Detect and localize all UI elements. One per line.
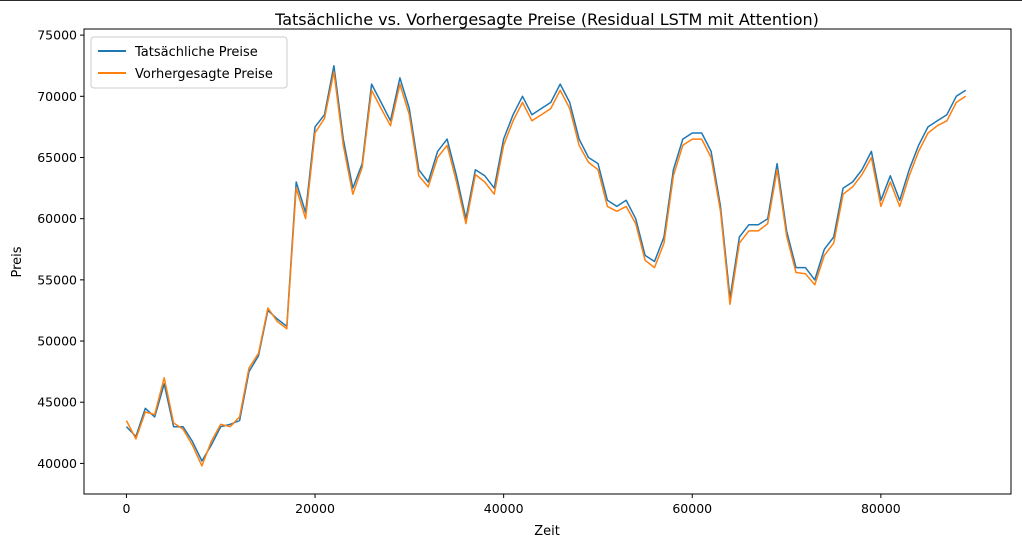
legend-box (90, 36, 288, 89)
y-tick-label: 50000 (37, 334, 77, 349)
y-tick-label: 45000 (37, 395, 77, 410)
x-axis-ticks: 0 20000 40000 60000 80000 (122, 494, 901, 516)
y-tick-label: 60000 (37, 211, 77, 226)
y-tick-label: 55000 (37, 272, 77, 287)
y-axis-ticks: 40000 45000 50000 55000 60000 65000 70000 75000 (37, 28, 84, 471)
x-tick-label: 40000 (484, 501, 524, 516)
x-tick-label: 80000 (861, 501, 901, 516)
legend: Tatsächliche Preise Vorhergesagte Preise (90, 36, 288, 89)
legend-label-predicted: Vorhergesagte Preise (135, 67, 273, 82)
top-border-rule (0, 0, 1022, 1)
x-tick-label: 20000 (295, 501, 335, 516)
legend-label-actual: Tatsächliche Preise (134, 45, 258, 60)
x-tick-label: 0 (122, 501, 130, 516)
plot-frame (83, 28, 1012, 495)
y-tick-label: 40000 (37, 456, 77, 471)
y-axis-label: Preis (10, 246, 25, 277)
series-line-predicted (125, 71, 967, 467)
chart-title: Tatsächliche vs. Vorhergesagte Preise (R… (274, 10, 819, 29)
series-line-actual (125, 64, 967, 462)
x-tick-label: 60000 (672, 501, 712, 516)
plot-area (125, 64, 967, 467)
x-axis-label: Zeit (534, 524, 560, 539)
y-tick-label: 75000 (37, 28, 77, 43)
y-tick-label: 65000 (37, 150, 77, 165)
y-tick-label: 70000 (37, 89, 77, 104)
